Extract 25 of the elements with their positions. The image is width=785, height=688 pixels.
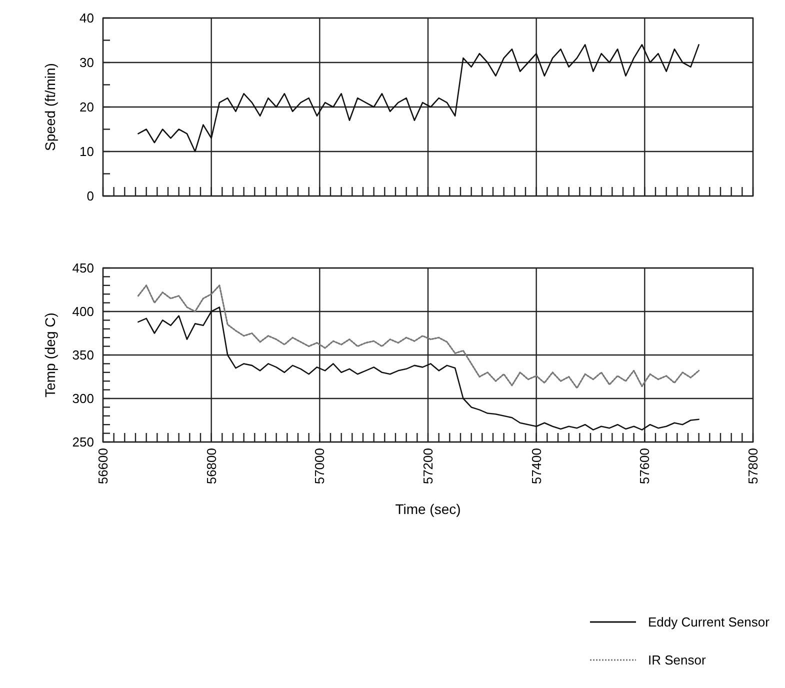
y-tick-label: 400 (72, 304, 94, 320)
y-tick-label: 300 (72, 391, 94, 406)
x-tick-label: 57200 (420, 448, 436, 484)
y-tick-label: 250 (72, 434, 94, 450)
y-tick-label: 40 (80, 10, 94, 26)
x-tick-label: 57400 (528, 448, 544, 484)
y-axis-title: Speed (ft/min) (42, 63, 58, 151)
legend-label: IR Sensor (648, 652, 706, 668)
x-tick-label: 57800 (746, 448, 761, 484)
x-axis-title: Time (sec) (395, 501, 461, 517)
y-tick-label: 20 (80, 100, 94, 115)
y-tick-label: 30 (80, 55, 94, 70)
x-tick-label: 57600 (637, 448, 652, 484)
y-tick-label: 0 (86, 188, 94, 204)
y-tick-label: 450 (72, 260, 94, 276)
x-tick-label: 56600 (96, 448, 111, 484)
legend-label: Eddy Current Sensor (648, 614, 770, 630)
x-tick-label: 56800 (204, 448, 219, 484)
line-series (138, 44, 700, 152)
line-series (138, 306, 700, 430)
y-tick-label: 350 (72, 348, 94, 363)
y-tick-label: 10 (80, 144, 94, 160)
y-axis-title: Temp (deg C) (42, 312, 58, 398)
x-tick-label: 57000 (312, 448, 328, 484)
line-series (137, 284, 700, 389)
